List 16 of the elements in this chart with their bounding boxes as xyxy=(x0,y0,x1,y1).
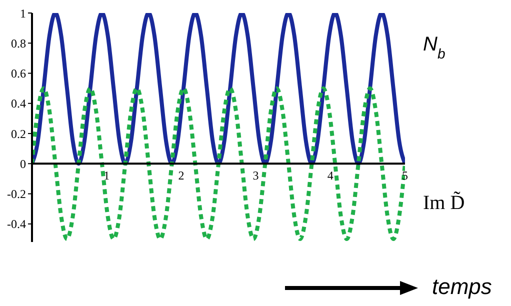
x-tick-label: 2 xyxy=(178,168,184,183)
y-tick-label: -0.2 xyxy=(7,187,26,202)
series-label: N$_{b}$ xyxy=(423,34,446,62)
y-tick-label: 0 xyxy=(20,156,26,171)
y-tick-label: 0.2 xyxy=(11,126,26,141)
x-tick-label: 1 xyxy=(104,168,110,183)
y-tick-label: 0.4 xyxy=(11,96,26,111)
x-tick-label: 4 xyxy=(327,168,334,183)
y-tick-label: -0.4 xyxy=(7,217,26,232)
series-label: Im D̃ xyxy=(423,190,465,214)
y-tick-label: 1 xyxy=(20,6,26,20)
y-tick-label: 0.6 xyxy=(11,66,26,81)
x-tick-label: 5 xyxy=(402,168,408,183)
x-tick-label: 3 xyxy=(252,168,259,183)
x-axis-title: temps xyxy=(432,274,492,300)
y-tick-label: 0.8 xyxy=(11,36,26,50)
